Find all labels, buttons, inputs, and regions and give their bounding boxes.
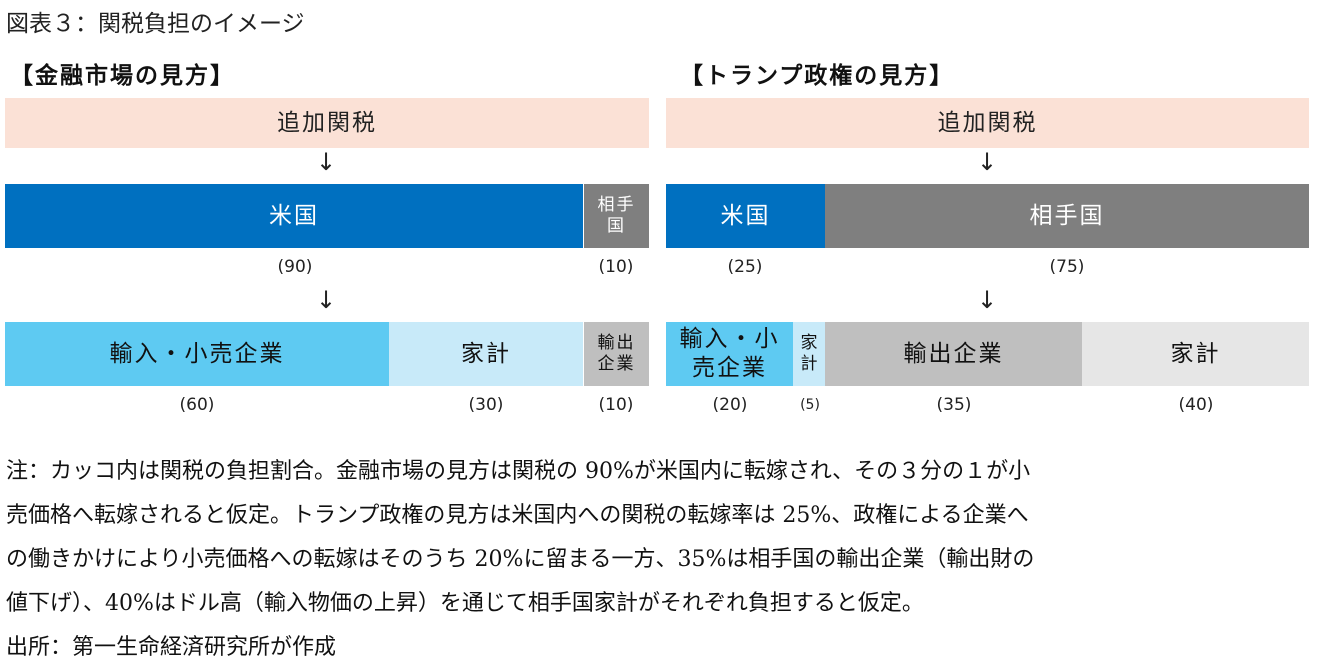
right-us-household-box: 家計 [793,322,825,386]
arrow-icon: ↓ [315,148,337,176]
right-partner-share: (75) [1049,257,1085,277]
left-exporter-box: 輸出企業 [584,322,649,386]
note-line: 注：カッコ内は関税の負担割合。金融市場の見方は関税の 90%が米国内に転嫁され、… [6,459,1031,484]
left-exporter-share: (10) [598,395,634,415]
right-us-household-share: (5) [800,397,820,413]
note-line: の働きかけにより小売価格への転嫁はそのうち 20%に留まる一方、35%は相手国の… [6,547,1035,572]
right-partner-box: 相手国 [825,184,1309,248]
right-partner-household-box: 家計 [1082,322,1309,386]
right-tariff-box: 追加関税 [666,98,1309,148]
right-partner-household-share: (40) [1178,395,1214,415]
arrow-icon: ↓ [976,286,998,314]
figure-title: 図表３：関税負担のイメージ [6,11,305,37]
right-exporter-share: (35) [936,395,972,415]
arrow-icon: ↓ [315,286,337,314]
source-note: 出所：第一生命経済研究所が作成 [6,635,337,660]
left-us-box: 米国 [5,184,583,248]
arrow-icon: ↓ [976,148,998,176]
right-exporter-box: 輸出企業 [825,322,1082,386]
right-us-share: (25) [727,257,763,277]
right-us-box: 米国 [666,184,825,248]
note-line: 値下げ）、40%はドル高（輸入物価の上昇）を通じて相手国家計がそれぞれ負担すると… [6,591,924,616]
left-importer-share: (60) [179,395,215,415]
left-us-share: (90) [277,257,313,277]
left-importer-box: 輸入・小売企業 [5,322,389,386]
note-line: 売価格へ転嫁されると仮定。トランプ政権の見方は米国内への関税の転嫁率は 25%、… [6,503,1029,528]
left-heading: 【金融市場の見方】 [10,63,235,89]
left-tariff-box: 追加関税 [5,98,649,148]
left-partner-share: (10) [598,257,634,277]
left-partner-box: 相手国 [584,184,649,248]
left-household-share: (30) [468,395,504,415]
right-importer-box: 輸入・小売企業 [666,322,793,386]
right-importer-share: (20) [712,395,748,415]
right-heading: 【トランプ政権の見方】 [680,63,955,89]
left-household-box: 家計 [389,322,583,386]
